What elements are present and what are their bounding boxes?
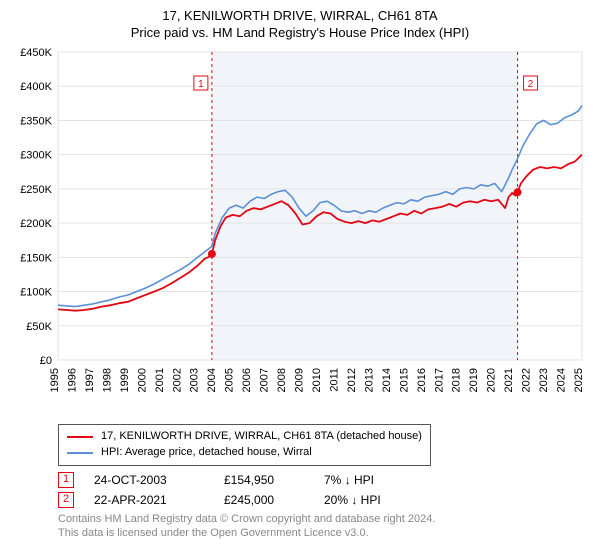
- svg-text:2020: 2020: [486, 368, 498, 392]
- svg-text:2009: 2009: [294, 368, 306, 392]
- footer-attribution: Contains HM Land Registry data © Crown c…: [58, 512, 590, 541]
- svg-text:2004: 2004: [206, 368, 218, 392]
- svg-text:2019: 2019: [468, 368, 480, 392]
- svg-text:2011: 2011: [328, 368, 340, 392]
- svg-text:1997: 1997: [84, 368, 96, 392]
- svg-text:£150K: £150K: [20, 252, 52, 264]
- annotation-price: £245,000: [224, 493, 304, 507]
- line-chart-svg: £0 £50K £100K £150K £200K £250K £300K £350K £400…: [10, 48, 590, 418]
- annotation-date: 24-OCT-2003: [94, 473, 204, 487]
- legend-row: HPI: Average price, detached house, Wirr…: [67, 445, 422, 461]
- svg-text:1996: 1996: [66, 368, 78, 392]
- legend-row: 17, KENILWORTH DRIVE, WIRRAL, CH61 8TA (…: [67, 429, 422, 445]
- annotation-date: 22-APR-2021: [94, 493, 204, 507]
- chart-title: 17, KENILWORTH DRIVE, WIRRAL, CH61 8TA: [10, 8, 590, 25]
- legend-swatch: [67, 452, 93, 454]
- svg-text:2012: 2012: [346, 368, 358, 392]
- chart-subtitle: Price paid vs. HM Land Registry's House …: [10, 25, 590, 42]
- svg-text:£350K: £350K: [20, 115, 52, 127]
- svg-text:£0: £0: [40, 355, 52, 367]
- legend-swatch: [67, 436, 93, 438]
- svg-text:2025: 2025: [573, 368, 585, 392]
- svg-text:2023: 2023: [538, 368, 550, 392]
- svg-text:£50K: £50K: [26, 321, 52, 333]
- svg-text:2024: 2024: [556, 368, 568, 392]
- annotation-delta: 20% ↓ HPI: [324, 493, 424, 507]
- annotation-price: £154,950: [224, 473, 304, 487]
- svg-text:2018: 2018: [451, 368, 463, 392]
- svg-text:2000: 2000: [136, 368, 148, 392]
- svg-text:2007: 2007: [259, 368, 271, 392]
- svg-text:2008: 2008: [276, 368, 288, 392]
- svg-text:£200K: £200K: [20, 218, 52, 230]
- legend-label: 17, KENILWORTH DRIVE, WIRRAL, CH61 8TA (…: [101, 429, 422, 445]
- svg-text:£250K: £250K: [20, 184, 52, 196]
- svg-text:2013: 2013: [363, 368, 375, 392]
- svg-text:£300K: £300K: [20, 149, 52, 161]
- chart-container: 17, KENILWORTH DRIVE, WIRRAL, CH61 8TA P…: [0, 0, 600, 560]
- svg-text:2002: 2002: [171, 368, 183, 392]
- annotation-delta: 7% ↓ HPI: [324, 473, 424, 487]
- svg-text:2006: 2006: [241, 368, 253, 392]
- svg-text:2016: 2016: [416, 368, 428, 392]
- svg-text:2017: 2017: [433, 368, 445, 392]
- annotation-badge: 2: [58, 492, 74, 508]
- svg-text:£400K: £400K: [20, 81, 52, 93]
- svg-text:2001: 2001: [154, 368, 166, 392]
- svg-text:1999: 1999: [119, 368, 131, 392]
- annotation-row: 1 24-OCT-2003 £154,950 7% ↓ HPI: [58, 472, 590, 488]
- footer-line-1: Contains HM Land Registry data © Crown c…: [58, 512, 590, 526]
- svg-text:1998: 1998: [101, 368, 113, 392]
- svg-text:2015: 2015: [398, 368, 410, 392]
- annotation-badge: 1: [58, 472, 74, 488]
- svg-text:2014: 2014: [381, 368, 393, 392]
- legend-label: HPI: Average price, detached house, Wirr…: [101, 445, 312, 461]
- svg-text:2010: 2010: [311, 368, 323, 392]
- footer-line-2: This data is licensed under the Open Gov…: [58, 526, 590, 540]
- svg-text:2003: 2003: [189, 368, 201, 392]
- svg-text:2021: 2021: [503, 368, 515, 392]
- svg-text:£450K: £450K: [20, 48, 52, 59]
- svg-text:2005: 2005: [224, 368, 236, 392]
- svg-text:1995: 1995: [49, 368, 61, 392]
- chart-plot-area: £0 £50K £100K £150K £200K £250K £300K £350K £400…: [10, 48, 590, 418]
- annotation-table: 1 24-OCT-2003 £154,950 7% ↓ HPI 2 22-APR-2021…: [58, 472, 590, 508]
- annotation-row: 2 22-APR-2021 £245,000 20% ↓ HPI: [58, 492, 590, 508]
- svg-text:2022: 2022: [521, 368, 533, 392]
- svg-text:1: 1: [198, 79, 204, 90]
- legend: 17, KENILWORTH DRIVE, WIRRAL, CH61 8TA (…: [58, 424, 431, 466]
- svg-text:2: 2: [528, 79, 534, 90]
- svg-text:£100K: £100K: [20, 286, 52, 298]
